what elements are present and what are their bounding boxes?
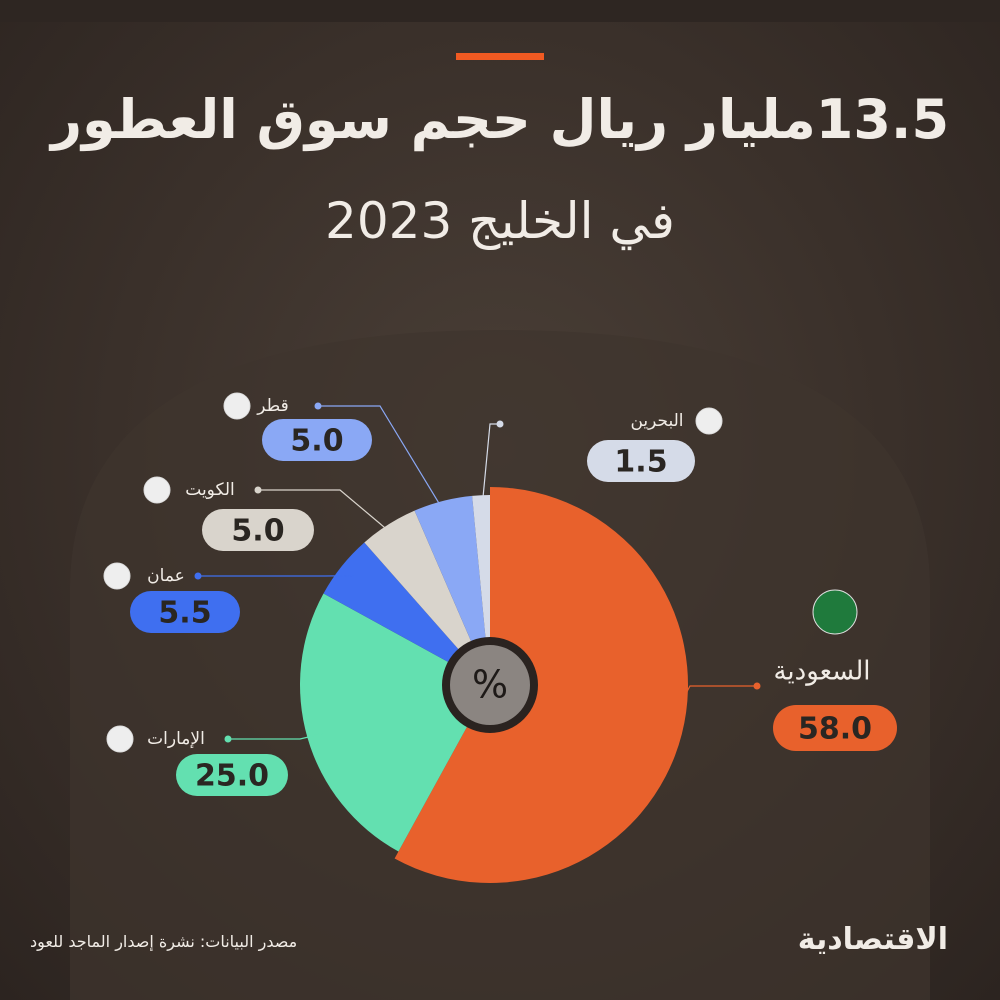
flag bbox=[812, 589, 858, 635]
pie-slice bbox=[323, 542, 490, 685]
leader-dot bbox=[224, 735, 232, 743]
leader-line bbox=[665, 685, 757, 731]
center-label: % bbox=[472, 663, 508, 707]
value-label: 1.5 bbox=[614, 445, 667, 480]
flag bbox=[143, 476, 171, 504]
leader-dot bbox=[753, 682, 761, 690]
leader-dot bbox=[254, 486, 262, 494]
value-pill bbox=[773, 705, 897, 751]
top-band bbox=[0, 0, 1000, 22]
leader-line bbox=[228, 733, 323, 740]
plot-area: السعودية 58.0 الإمارات 25.0 عمان 5.5 الكويت 5.0… bbox=[103, 392, 897, 883]
leader-line bbox=[318, 405, 448, 517]
value-label: 5.5 bbox=[158, 596, 211, 631]
leader-dot bbox=[194, 572, 202, 580]
value-label: 5.0 bbox=[231, 514, 284, 549]
leader-dot bbox=[314, 402, 322, 410]
center-hole bbox=[442, 637, 538, 733]
category-label: قطر bbox=[256, 396, 288, 416]
value-label: 58.0 bbox=[798, 712, 872, 747]
chart-title: 13.5مليار ريال حجم سوق العطور bbox=[50, 88, 950, 151]
pie-slice bbox=[364, 510, 490, 685]
chart-subtitle: في الخليج 2023 bbox=[325, 192, 675, 250]
pie-slice bbox=[394, 487, 688, 883]
leader-line bbox=[258, 489, 397, 538]
flag bbox=[695, 407, 723, 435]
flag bbox=[106, 725, 134, 753]
category-label: الإمارات bbox=[147, 729, 205, 749]
category-label: السعودية bbox=[773, 657, 870, 687]
category-label: عمان bbox=[147, 566, 185, 586]
pie-slice bbox=[414, 495, 490, 685]
value-pill bbox=[587, 440, 695, 482]
value-pill bbox=[176, 754, 288, 796]
value-pill bbox=[130, 591, 240, 633]
flag bbox=[223, 392, 251, 420]
brand-logo: الاقتصادية bbox=[797, 922, 948, 957]
value-label: 5.0 bbox=[290, 424, 343, 459]
flag bbox=[103, 562, 131, 590]
category-label: الكويت bbox=[185, 480, 235, 500]
source-note: مصدر البيانات: نشرة إصدار الماجد للعود bbox=[30, 932, 298, 951]
accent-bar bbox=[456, 53, 544, 60]
category-label: البحرين bbox=[630, 411, 683, 431]
value-pill bbox=[262, 419, 372, 461]
value-pill bbox=[202, 509, 314, 551]
value-label: 25.0 bbox=[195, 759, 269, 794]
leader-dot bbox=[496, 420, 504, 428]
pie-slice bbox=[299, 593, 490, 852]
